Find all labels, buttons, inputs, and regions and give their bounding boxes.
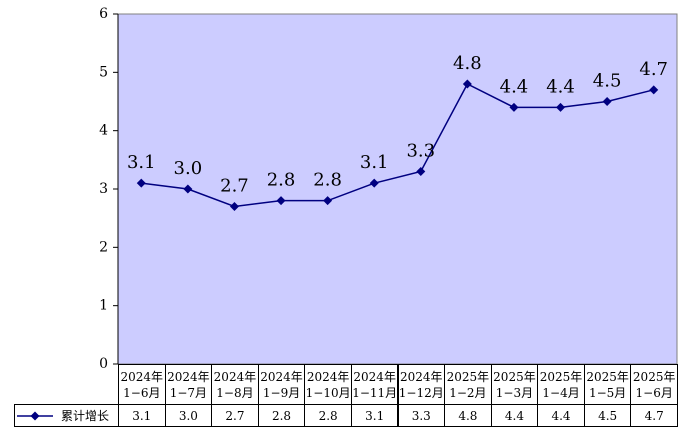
point-marker xyxy=(649,85,659,95)
legend-label: 累计增长 xyxy=(61,408,110,423)
table-value: 4.5 xyxy=(583,404,632,427)
point-marker xyxy=(183,184,193,194)
table-value: 4.4 xyxy=(490,404,539,427)
table-value: 2.7 xyxy=(211,404,259,427)
point-marker xyxy=(509,102,519,112)
x-tick-label: 2024年 1−7月 xyxy=(164,364,213,405)
x-tick-label: 2024年 1−6月 xyxy=(118,364,166,405)
data-label: 3.0 xyxy=(174,158,203,179)
point-marker xyxy=(323,196,333,206)
point-marker xyxy=(369,178,379,188)
table-value: 3.0 xyxy=(164,404,213,427)
x-tick-label: 2024年 1−12月 xyxy=(397,364,446,405)
legend-entry: 累计增长 xyxy=(14,404,119,427)
plot-area xyxy=(117,13,678,365)
table-value: 3.1 xyxy=(118,404,166,427)
table-value: 4.7 xyxy=(630,404,678,427)
y-tick-label: 0 xyxy=(99,356,108,372)
data-label: 4.5 xyxy=(593,71,622,92)
y-tick-label: 3 xyxy=(99,181,108,197)
legend-swatch xyxy=(17,411,53,420)
x-tick-label: 2025年 1−3月 xyxy=(490,364,539,405)
y-tick-label: 4 xyxy=(99,123,108,139)
data-label: 4.4 xyxy=(546,76,575,97)
series-line xyxy=(141,83,654,208)
data-label: 3.3 xyxy=(406,141,435,162)
point-marker xyxy=(136,178,146,188)
x-tick-label: 2024年 1−11月 xyxy=(350,364,399,405)
data-label: 3.1 xyxy=(360,152,389,173)
y-tick-label: 6 xyxy=(99,6,108,22)
data-label: 2.7 xyxy=(220,176,249,197)
data-label: 2.8 xyxy=(267,170,296,191)
table-value: 3.3 xyxy=(397,404,446,427)
x-tick-label: 2025年 1−2月 xyxy=(444,364,492,405)
x-tick-label: 2025年 1−6月 xyxy=(630,364,678,405)
x-tick-label: 2024年 1−8月 xyxy=(211,364,259,405)
x-tick-label: 2024年 1−9月 xyxy=(257,364,306,405)
table-value: 2.8 xyxy=(257,404,306,427)
data-label: 4.4 xyxy=(500,76,529,97)
data-label: 3.1 xyxy=(127,152,156,173)
x-tick-label: 2025年 1−5月 xyxy=(583,364,632,405)
table-value: 4.8 xyxy=(444,404,492,427)
legend-marker xyxy=(30,411,40,420)
data-label: 2.8 xyxy=(313,170,342,191)
y-tick-label: 5 xyxy=(99,64,108,80)
x-tick-label: 2024年 1−10月 xyxy=(304,364,352,405)
table-value: 3.1 xyxy=(350,404,399,427)
table-value: 2.8 xyxy=(304,404,352,427)
point-marker xyxy=(229,202,239,211)
x-tick-label: 2025年 1−4月 xyxy=(537,364,585,405)
table-value: 4.4 xyxy=(537,404,585,427)
y-tick-label: 2 xyxy=(99,239,108,255)
point-marker xyxy=(416,167,426,176)
data-label: 4.8 xyxy=(453,53,482,74)
point-marker xyxy=(602,97,612,106)
point-marker xyxy=(556,102,566,112)
data-label: 4.7 xyxy=(639,59,668,80)
point-marker xyxy=(276,196,286,206)
point-marker xyxy=(462,79,472,89)
y-tick-label: 1 xyxy=(99,298,108,314)
